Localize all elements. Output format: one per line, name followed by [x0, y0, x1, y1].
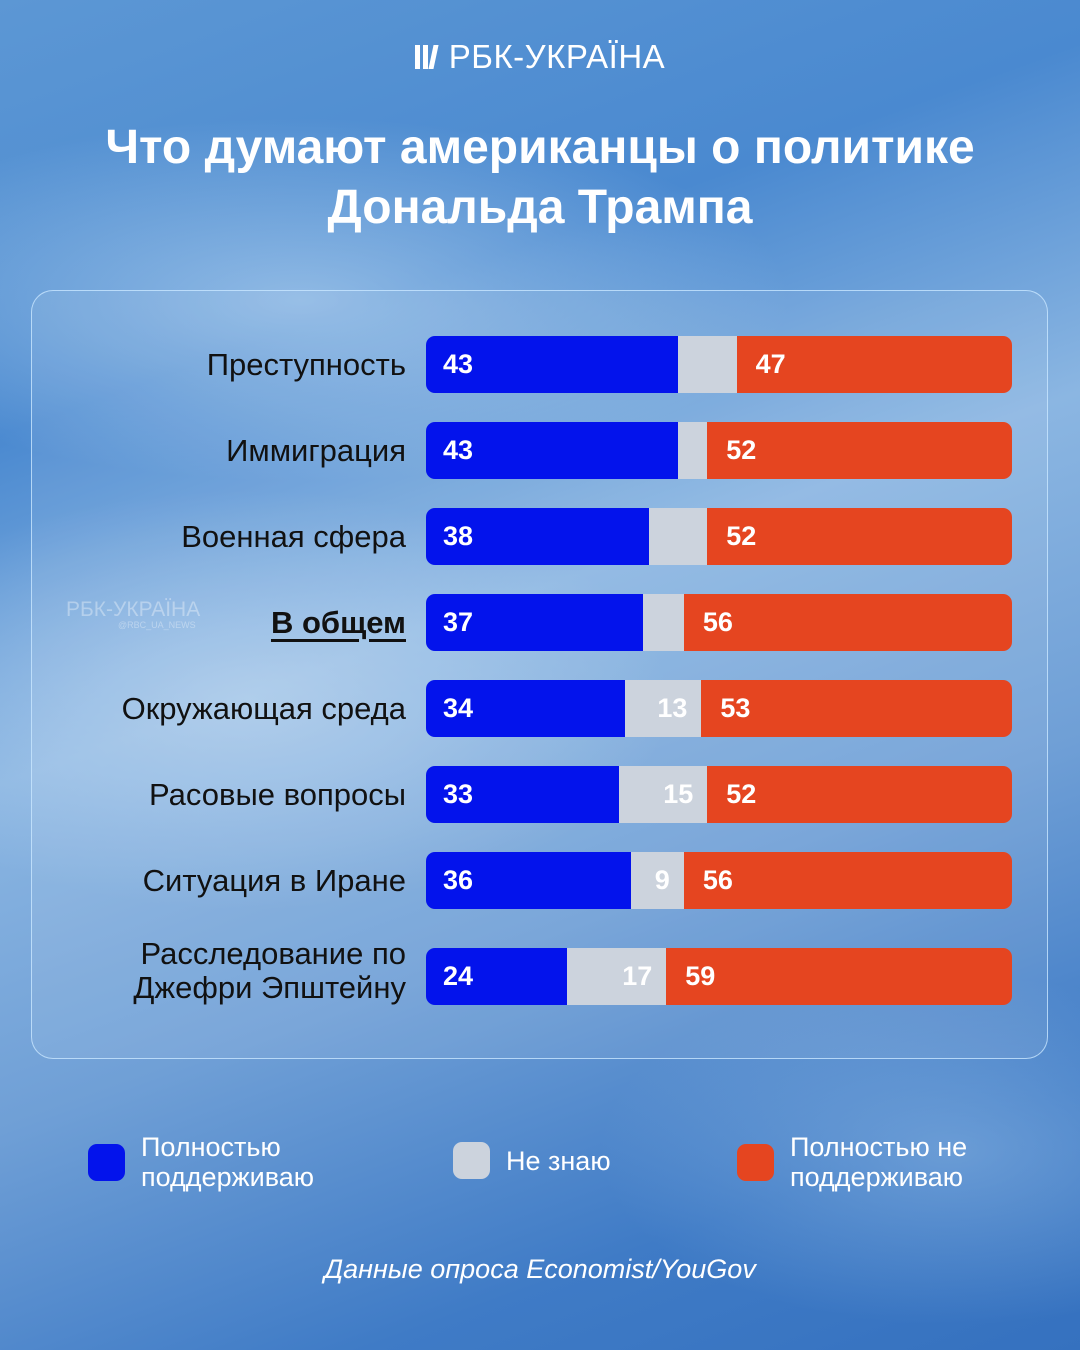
- bar-segment-support: 34: [426, 680, 626, 737]
- watermark: РБК-УКРАЇНА @RBC_UA_NEWS: [66, 598, 201, 630]
- chart-row: Преступность 43 47: [0, 336, 1080, 393]
- bar-segment-support: 33: [426, 766, 620, 823]
- stacked-bar: 24 17 59: [426, 948, 1012, 1005]
- bar-segment-support: 43: [426, 422, 678, 479]
- chart-row: Иммиграция 43 52: [0, 422, 1080, 479]
- bar-segment-support: 24: [426, 948, 567, 1005]
- bar-segment-support: 36: [426, 852, 632, 909]
- bar-segment-oppose: 56: [683, 594, 1012, 651]
- chart-row: Расследование по Джефри Эпштейну 24 17 59: [0, 936, 1080, 1005]
- chart-panel: [31, 290, 1048, 1059]
- chart-row: Расовые вопросы 33 15 52: [0, 766, 1080, 823]
- row-label: Расследование по Джефри Эпштейну: [133, 935, 406, 1005]
- stacked-bar: 43 52: [426, 422, 1012, 479]
- chart-row: Военная сфера 38 52: [0, 508, 1080, 565]
- bar-segment-oppose: 59: [666, 948, 1012, 1005]
- bar-segment-oppose: 47: [736, 336, 1012, 393]
- bar-segment-dont-know: 13: [625, 680, 702, 737]
- chart-row: Окружающая среда 34 13 53: [0, 680, 1080, 737]
- bar-segment-dont-know: 15: [619, 766, 708, 823]
- row-label: Военная сфера: [181, 518, 406, 554]
- stacked-bar: 38 52: [426, 508, 1012, 565]
- logo-text: РБК-УКРАЇНА: [448, 38, 666, 75]
- bar-segment-support: 38: [426, 508, 649, 565]
- bar-segment-dont-know: [677, 336, 737, 393]
- bar-segment-oppose: 52: [707, 422, 1012, 479]
- stacked-bar: 43 47: [426, 336, 1012, 393]
- legend-swatch-red: [737, 1143, 774, 1181]
- bar-segment-oppose: 56: [683, 852, 1012, 909]
- bar-segment-dont-know: [677, 422, 708, 479]
- stacked-bar: 37 56: [426, 594, 1012, 651]
- brand-logo: РБК-УКРАЇНА: [0, 38, 1080, 76]
- bar-segment-oppose: 52: [707, 508, 1012, 565]
- chart-row: В общем 37 56: [0, 594, 1080, 651]
- bar-segment-dont-know: [648, 508, 708, 565]
- stacked-bar: 36 9 56: [426, 852, 1012, 909]
- rbc-logo-icon: [414, 45, 441, 69]
- stacked-bar: 34 13 53: [426, 680, 1012, 737]
- legend-item-support: Полностью поддерживаю: [88, 1132, 314, 1192]
- bar-segment-oppose: 53: [701, 680, 1012, 737]
- row-label: Иммиграция: [226, 432, 406, 468]
- row-label: Преступность: [206, 346, 406, 382]
- page-title: Что думают американцы о политике Дональд…: [105, 121, 975, 234]
- legend-swatch-blue: [88, 1143, 125, 1181]
- row-label: Расовые вопросы: [149, 776, 406, 812]
- legend-item-dont-know: Не знаю: [453, 1142, 611, 1179]
- bar-segment-dont-know: 9: [631, 852, 684, 909]
- bar-segment-dont-know: 17: [566, 948, 667, 1005]
- bar-segment-oppose: 52: [707, 766, 1012, 823]
- chart-row: Ситуация в Иране 36 9 56: [0, 852, 1080, 909]
- row-label: Ситуация в Иране: [142, 862, 406, 898]
- legend: Полностью поддерживаю Не знаю Полностью …: [0, 1132, 1080, 1192]
- bar-segment-dont-know: [642, 594, 684, 651]
- stacked-bar: 33 15 52: [426, 766, 1012, 823]
- legend-item-oppose: Полностью не поддерживаю: [737, 1132, 967, 1192]
- legend-swatch-grey: [453, 1142, 490, 1179]
- bar-segment-support: 43: [426, 336, 678, 393]
- row-label: В общем: [270, 604, 406, 640]
- bar-segment-support: 37: [426, 594, 643, 651]
- source-note: Данные опроса Economist/YouGov: [324, 1254, 756, 1284]
- row-label: Окружающая среда: [121, 690, 406, 726]
